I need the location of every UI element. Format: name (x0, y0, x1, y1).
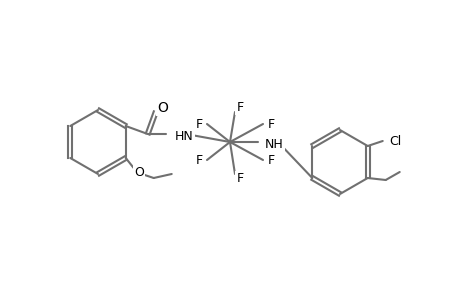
Text: O: O (134, 166, 143, 178)
Text: NH: NH (264, 137, 283, 151)
Text: F: F (195, 118, 202, 130)
Text: F: F (195, 154, 202, 166)
Text: F: F (267, 118, 274, 130)
Text: HN: HN (174, 130, 193, 142)
Text: Cl: Cl (389, 134, 401, 148)
Text: F: F (267, 154, 274, 166)
Text: F: F (236, 172, 243, 185)
Text: F: F (236, 100, 243, 113)
Text: O: O (157, 101, 168, 115)
